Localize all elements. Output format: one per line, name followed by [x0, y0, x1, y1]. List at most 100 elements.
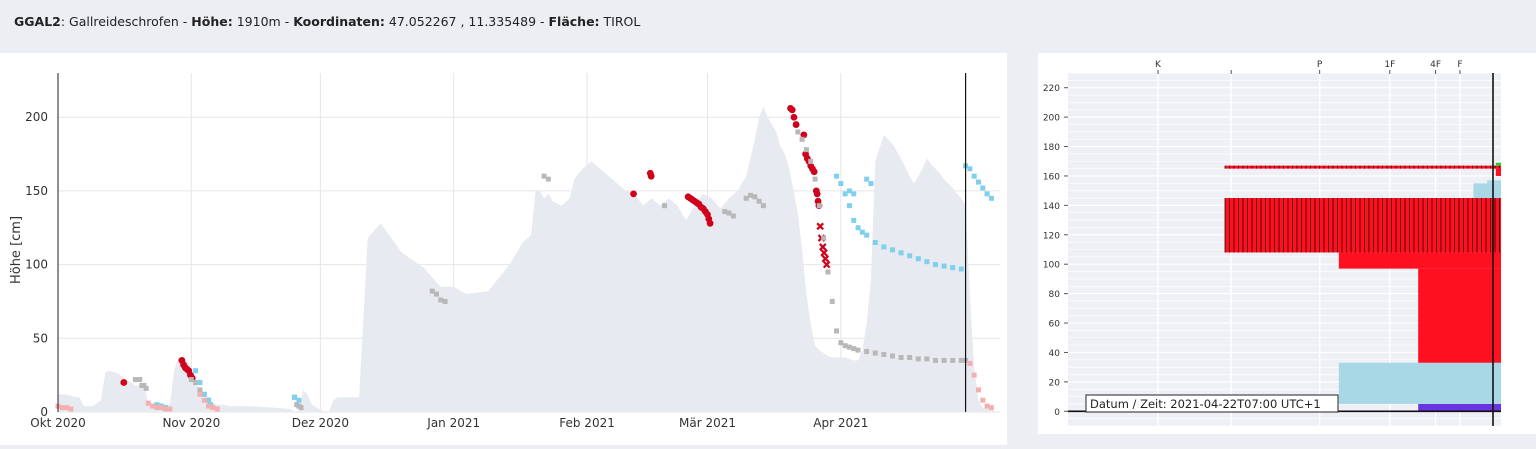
data-point-blue	[193, 368, 199, 374]
profile-y-tick-label: 180	[1043, 143, 1060, 153]
data-point-grey	[137, 377, 143, 383]
datetime-tooltip-text: Datum / Zeit: 2021-04-22T07:00 UTC+1	[1090, 397, 1321, 411]
data-point-grey	[803, 147, 809, 153]
snow-layer	[1487, 180, 1501, 184]
data-point-grey	[816, 203, 822, 209]
x-tick-label: Okt 2020	[30, 416, 85, 430]
data-point-pink	[167, 406, 173, 412]
data-point-pink	[967, 360, 973, 366]
data-point-blue	[988, 195, 994, 201]
data-point-red	[706, 219, 714, 227]
profile-y-tick-label: 0	[1054, 408, 1060, 418]
data-point-blue	[859, 229, 865, 235]
data-point-cross	[820, 249, 828, 257]
koordinaten-label: Koordinaten:	[293, 14, 385, 29]
data-point-pink	[206, 403, 212, 409]
hardness-tick-label: 4F	[1430, 60, 1441, 70]
data-point-blue	[292, 394, 298, 400]
data-point-grey	[752, 194, 758, 200]
data-point-blue	[864, 232, 870, 238]
data-point-pink	[163, 406, 169, 412]
data-point-grey	[851, 346, 857, 352]
red-cross-series	[816, 222, 831, 269]
data-point-cross	[821, 254, 830, 263]
data-point-grey	[442, 298, 448, 304]
data-point-blue	[851, 217, 857, 223]
data-point-red	[800, 131, 808, 139]
data-point-cross	[822, 260, 831, 269]
data-point-blue	[197, 380, 203, 386]
profile-y-tick-label: 220	[1043, 84, 1060, 94]
data-point-grey	[730, 213, 736, 219]
data-point-blue	[842, 191, 848, 197]
data-point-red	[813, 190, 821, 198]
data-point-grey	[821, 235, 827, 241]
data-point-grey	[132, 377, 138, 383]
data-point-grey	[812, 176, 818, 182]
flaeche-value: TIROL	[603, 14, 641, 29]
data-point-pink	[197, 391, 203, 397]
snow-profile-chart[interactable]: 0 20 40 60 80 100 120 140 160 180 200 220 K P 1F 4F F Da…	[1038, 53, 1536, 434]
data-point-blue	[924, 259, 930, 265]
data-point-grey	[748, 192, 754, 198]
data-point-red	[792, 121, 800, 128]
data-point-grey	[834, 328, 840, 334]
data-point-grey	[545, 176, 551, 182]
data-point-blue	[834, 173, 840, 179]
data-point-pink	[984, 403, 990, 409]
y-tick-label: 200	[25, 110, 48, 124]
data-point-grey	[743, 195, 749, 201]
snow-layer	[1495, 162, 1501, 166]
data-point-grey	[429, 288, 435, 294]
snow-profile-panel[interactable]: 0 20 40 60 80 100 120 140 160 180 200 220 K P 1F 4F F Da…	[1038, 53, 1536, 434]
data-point-grey	[141, 382, 147, 388]
snow-layer	[1418, 403, 1501, 412]
snow-height-chart-panel[interactable]: 0 50 100 150 200 Okt 2020 Nov 2020 Dez 2020 Jan …	[0, 53, 1007, 445]
data-point-blue	[881, 244, 887, 250]
data-point-grey	[838, 340, 844, 346]
data-point-pink	[64, 405, 70, 411]
data-point-pink	[214, 406, 220, 412]
snow-layer	[1338, 252, 1501, 269]
data-point-blue	[975, 179, 981, 185]
data-point-grey	[799, 136, 805, 142]
profile-y-tick-label: 40	[1049, 349, 1061, 359]
koordinaten-value: 47.052267 , 11.335489	[388, 14, 537, 29]
y-tick-label: 50	[33, 331, 48, 345]
profile-y-tick-label: 80	[1049, 290, 1061, 300]
data-point-grey	[932, 357, 938, 363]
snow-layer	[1338, 362, 1501, 404]
snow-layer	[1225, 165, 1501, 169]
flaeche-label: Fläche:	[548, 14, 600, 29]
data-point-pink	[988, 405, 994, 411]
x-tick-label: Mär 2021	[679, 416, 736, 430]
y-axis-label: Höhe [cm]	[9, 216, 24, 284]
data-point-blue	[864, 176, 870, 182]
data-point-blue	[855, 225, 861, 231]
x-tick-label: Jan 2021	[426, 416, 480, 430]
data-point-grey	[541, 173, 547, 179]
station-id: GGAL2	[14, 14, 61, 29]
data-point-grey	[907, 354, 913, 360]
data-point-blue	[932, 262, 938, 268]
data-point-pink	[154, 405, 160, 411]
data-point-pink	[980, 397, 986, 403]
snow-layer	[1418, 268, 1501, 363]
data-point-red	[120, 379, 128, 386]
data-point-grey	[722, 209, 728, 215]
data-point-blue	[889, 247, 895, 253]
data-point-blue	[846, 203, 852, 209]
data-point-red	[647, 172, 655, 180]
data-point-grey	[864, 349, 870, 355]
data-point-red	[630, 190, 637, 198]
red-circle-series	[178, 357, 196, 382]
data-point-grey	[829, 298, 835, 304]
data-point-blue	[967, 166, 973, 172]
snow-height-chart[interactable]: 0 50 100 150 200 Okt 2020 Nov 2020 Dez 2020 Jan …	[0, 53, 1007, 445]
pink-square-series	[55, 360, 994, 412]
profile-y-tick-label: 60	[1049, 320, 1061, 330]
data-point-cross	[819, 243, 827, 251]
data-point-grey	[726, 210, 732, 216]
data-point-grey	[438, 297, 444, 303]
data-point-blue	[838, 181, 844, 187]
